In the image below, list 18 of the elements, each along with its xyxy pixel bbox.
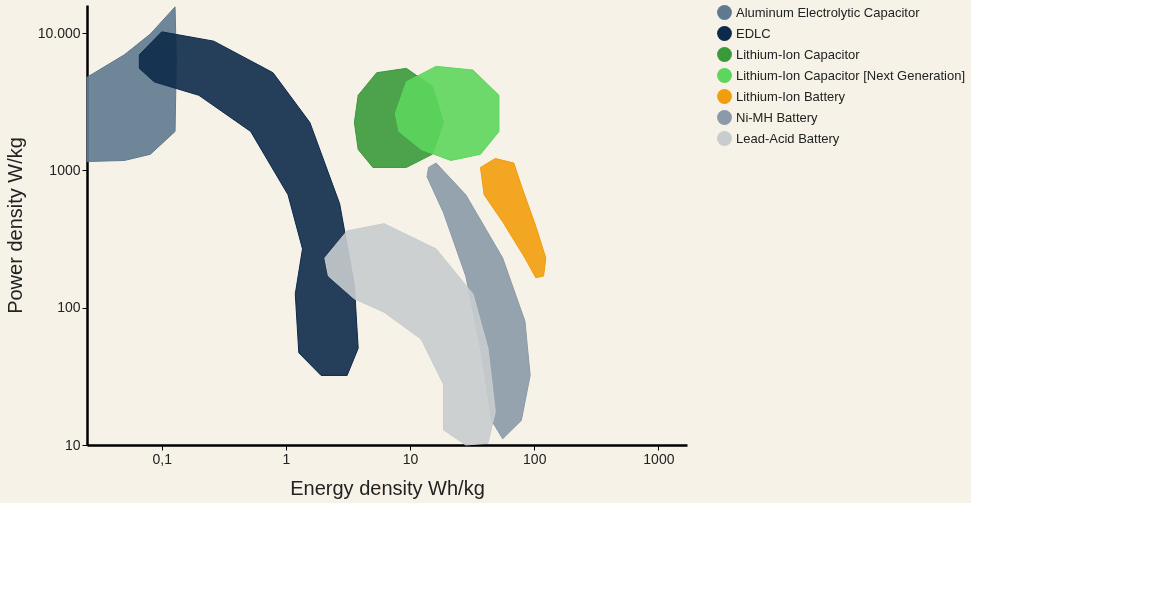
x-tick-label: 1 [282, 450, 291, 467]
x-axis-title: Energy density Wh/kg [290, 476, 485, 499]
legend-label: Ni-MH Battery [736, 109, 819, 125]
legend-label: Lithium-Ion Battery [736, 88, 846, 104]
legend-label: Lithium-Ion Capacitor [Next Generation] [736, 67, 966, 83]
legend-label: Aluminum Electrolytic Capacitor [736, 4, 921, 20]
legend-label: EDLC [736, 25, 771, 41]
y-tick-label: 100 [57, 299, 81, 316]
y-tick-label: 1000 [49, 161, 81, 178]
legend-label: Lead-Acid Battery [736, 130, 840, 146]
y-tick-label: 10 [64, 436, 81, 453]
legend-label: Lithium-Ion Capacitor [736, 46, 861, 62]
x-tick-label: 0,1 [152, 450, 173, 467]
y-axis-title: Power density W/kg [3, 137, 26, 314]
x-tick-label: 1000 [643, 450, 675, 467]
y-tick-label: 10.000 [37, 24, 81, 41]
x-tick-label: 10 [402, 450, 419, 467]
x-tick-label: 100 [523, 450, 547, 467]
